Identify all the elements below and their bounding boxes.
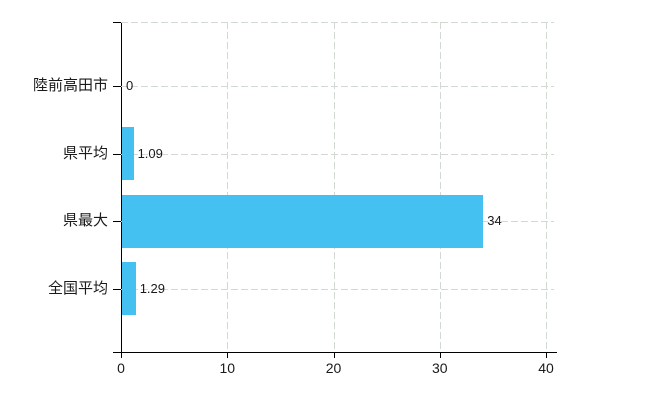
x-tick-label: 0 (117, 360, 125, 376)
y-axis-tick (113, 86, 121, 87)
x-axis-tick (439, 352, 441, 358)
x-gridline (333, 22, 335, 352)
category-gridline (121, 288, 554, 290)
x-tick-label: 20 (325, 360, 342, 376)
chart-bar (122, 194, 484, 248)
x-axis-tick (333, 352, 335, 358)
bar-value-label: 0 (126, 78, 134, 93)
bar-value-label: 1.09 (137, 145, 163, 161)
category-label: 県最大 (62, 212, 108, 229)
x-axis-tick (121, 352, 122, 358)
x-tick-label: 30 (431, 360, 448, 376)
category-gridline (121, 86, 554, 87)
x-gridline (439, 22, 441, 352)
bar-value-label: 1.29 (139, 280, 166, 296)
x-gridline (546, 22, 547, 352)
y-axis-tick (113, 288, 121, 290)
category-label: 県平均 (62, 144, 108, 162)
x-gridline (227, 22, 229, 352)
x-axis-line (113, 352, 557, 353)
x-axis-tick (227, 352, 229, 358)
y-axis-tick (113, 221, 121, 222)
category-gridline (121, 153, 554, 155)
chart-bar (122, 262, 136, 315)
bar-value-label: 34 (487, 213, 502, 228)
chart-bar (122, 127, 134, 180)
x-axis-tick (546, 352, 547, 358)
category-label: 陸前高田市 (32, 77, 108, 94)
top-gridline (121, 22, 554, 23)
x-tick-label: 10 (219, 360, 236, 376)
y-axis-line (121, 22, 122, 358)
y-axis-tick (113, 153, 121, 155)
y-axis-top-tick (113, 22, 121, 23)
x-tick-label: 40 (538, 360, 554, 376)
category-label: 全国平均 (47, 279, 108, 297)
